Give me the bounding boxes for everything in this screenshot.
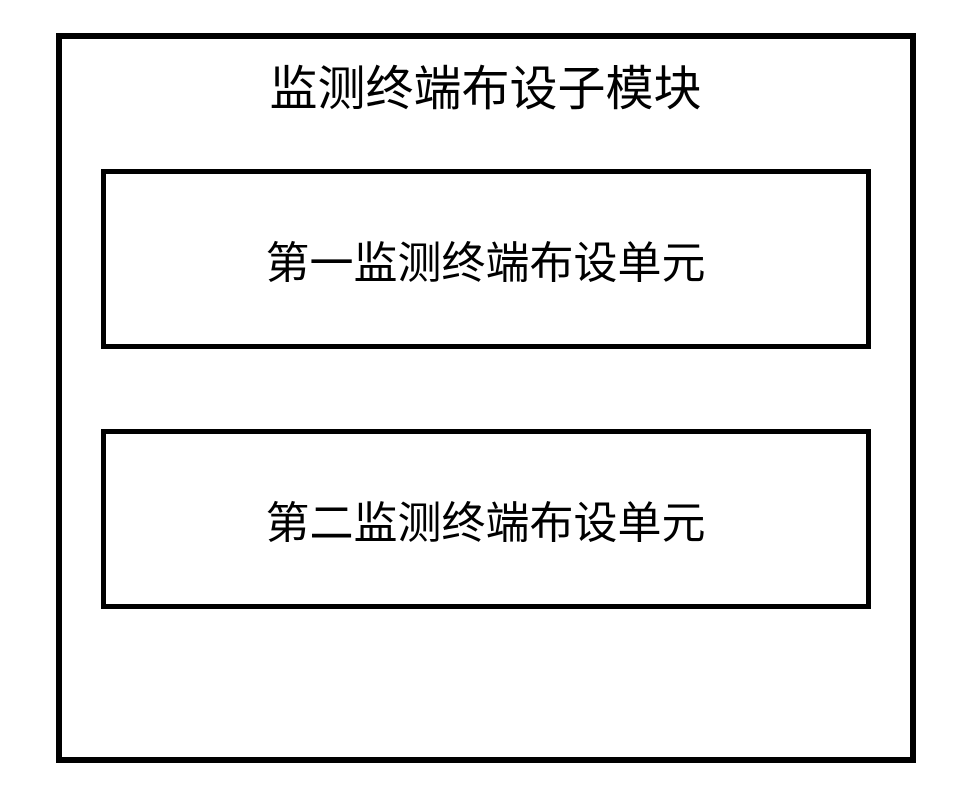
unit-box-1: 第一监测终端布设单元 (101, 169, 871, 349)
module-title: 监测终端布设子模块 (269, 49, 701, 119)
module-container: 监测终端布设子模块 第一监测终端布设单元 第二监测终端布设单元 (56, 33, 916, 763)
unit-label-2: 第二监测终端布设单元 (266, 487, 706, 551)
unit-label-1: 第一监测终端布设单元 (266, 227, 706, 291)
unit-box-2: 第二监测终端布设单元 (101, 429, 871, 609)
